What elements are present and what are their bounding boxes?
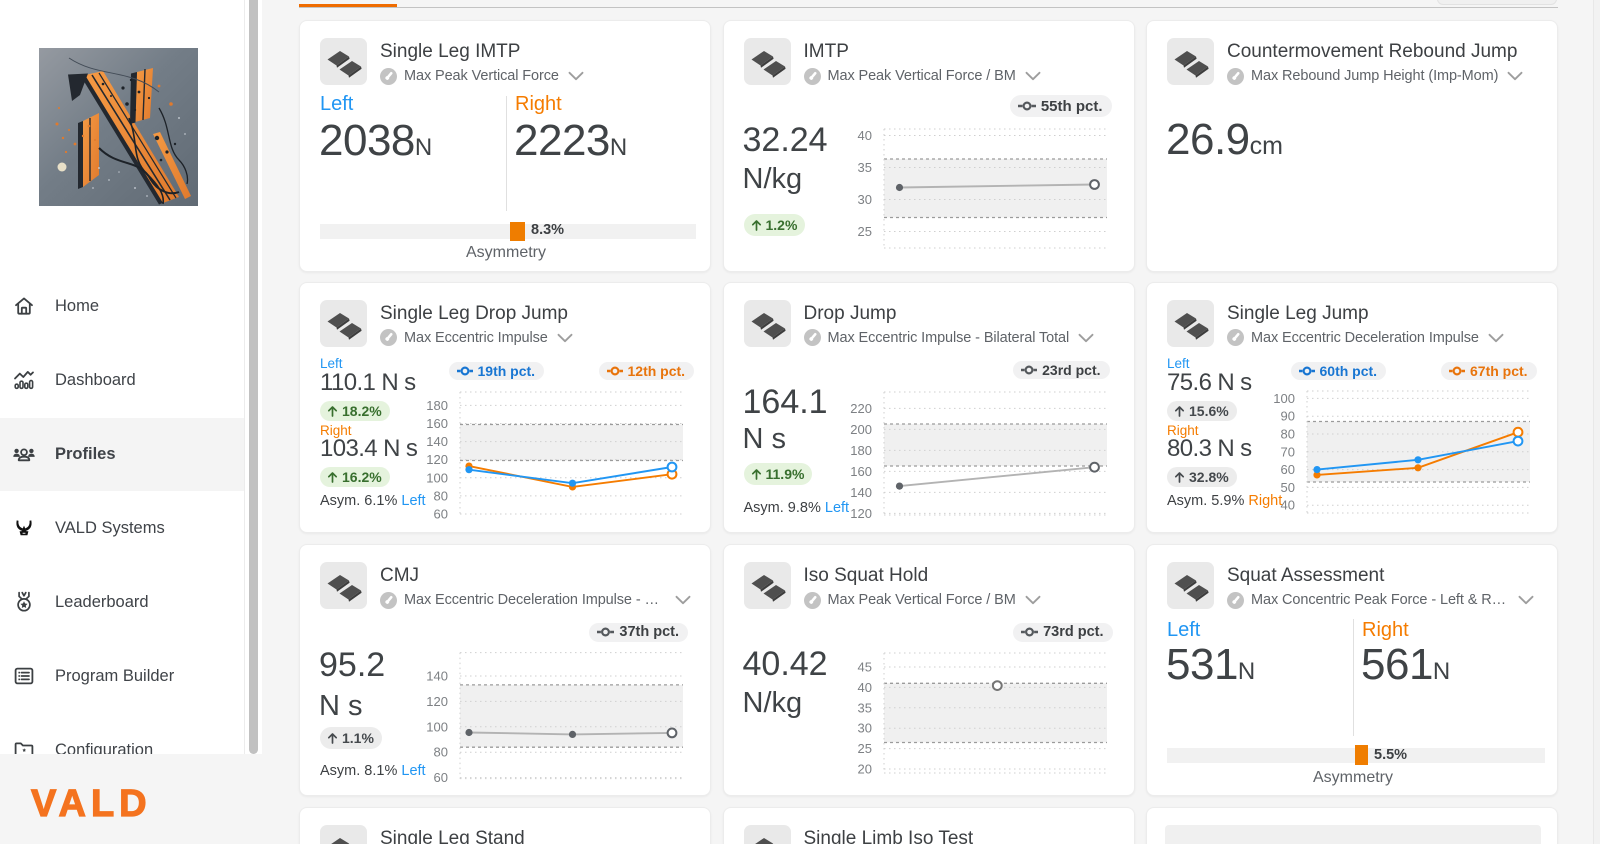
svg-text:40: 40 — [857, 680, 871, 695]
svg-text:80: 80 — [434, 488, 448, 503]
svg-text:60: 60 — [434, 770, 448, 785]
svg-text:50: 50 — [1281, 479, 1295, 494]
svg-text:220: 220 — [850, 400, 872, 415]
svg-text:200: 200 — [850, 421, 872, 436]
svg-text:35: 35 — [857, 160, 871, 175]
svg-text:70: 70 — [1281, 444, 1295, 459]
svg-text:30: 30 — [857, 192, 871, 207]
svg-text:25: 25 — [857, 741, 871, 756]
svg-text:180: 180 — [850, 442, 872, 457]
svg-text:25: 25 — [857, 224, 871, 239]
svg-text:20: 20 — [857, 762, 871, 777]
svg-text:140: 140 — [850, 484, 872, 499]
svg-text:160: 160 — [426, 416, 448, 431]
svg-text:40: 40 — [1281, 497, 1295, 512]
svg-text:80: 80 — [434, 745, 448, 760]
svg-text:100: 100 — [426, 470, 448, 485]
svg-text:45: 45 — [857, 660, 871, 675]
svg-text:60: 60 — [434, 506, 448, 521]
svg-text:120: 120 — [426, 694, 448, 709]
svg-text:40: 40 — [857, 128, 871, 143]
svg-text:160: 160 — [850, 463, 872, 478]
svg-text:120: 120 — [426, 452, 448, 467]
svg-text:140: 140 — [426, 434, 448, 449]
svg-text:120: 120 — [850, 505, 872, 520]
svg-text:80: 80 — [1281, 426, 1295, 441]
svg-text:90: 90 — [1281, 408, 1295, 423]
svg-text:100: 100 — [426, 720, 448, 735]
svg-text:60: 60 — [1281, 462, 1295, 477]
svg-text:140: 140 — [426, 669, 448, 684]
svg-text:35: 35 — [857, 701, 871, 716]
svg-text:100: 100 — [1273, 390, 1295, 405]
svg-text:30: 30 — [857, 721, 871, 736]
svg-text:180: 180 — [426, 397, 448, 412]
